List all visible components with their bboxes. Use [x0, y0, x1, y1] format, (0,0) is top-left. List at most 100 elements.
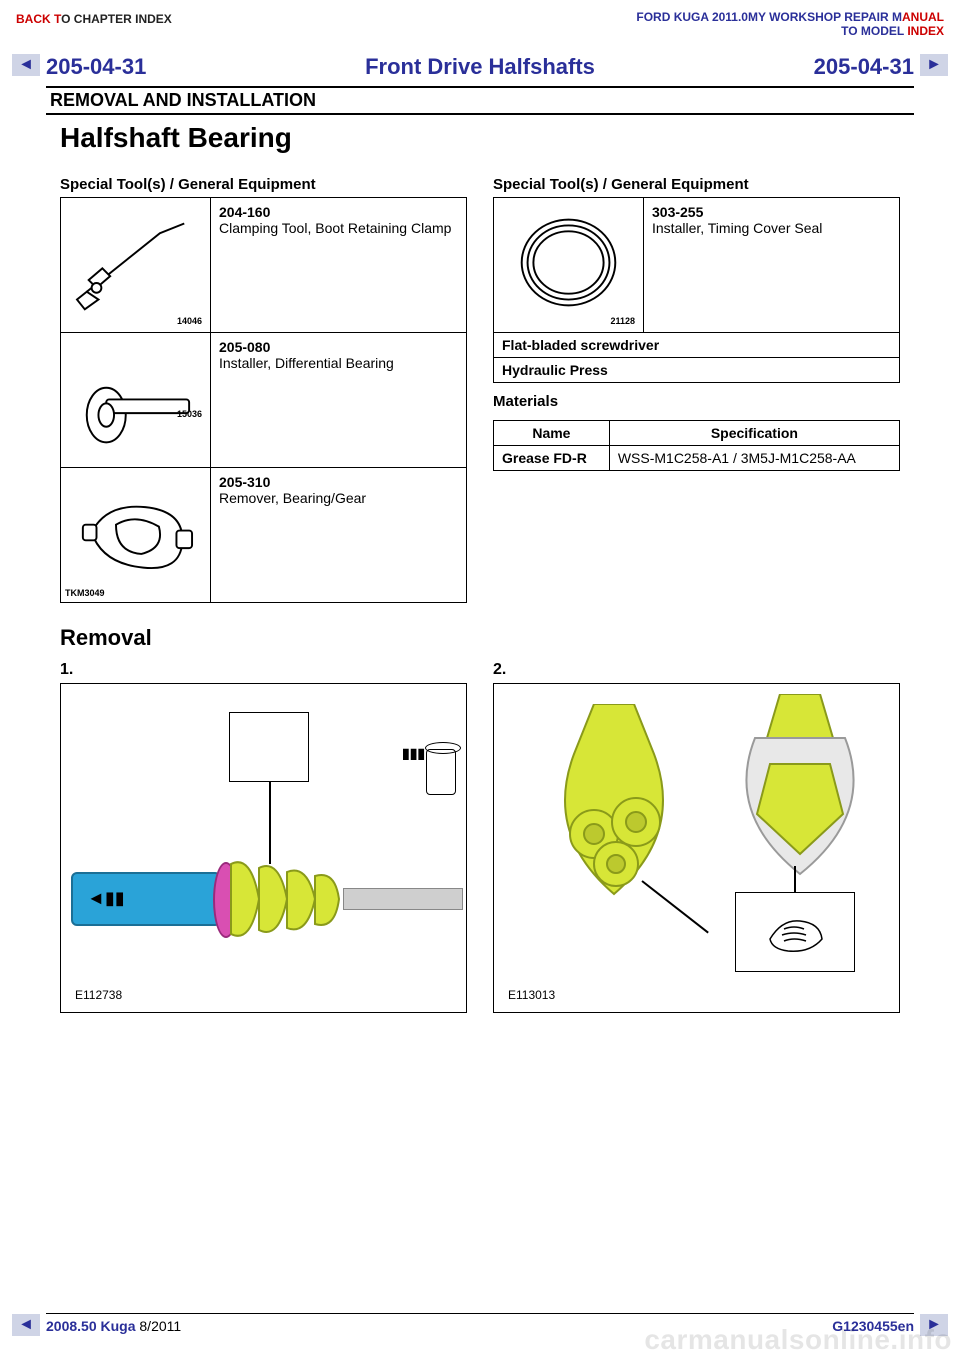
table-row: Hydraulic Press [494, 358, 900, 383]
tool-clamp-icon [67, 204, 204, 321]
table-row: Flat-bladed screwdriver [494, 333, 900, 358]
tool-remover-icon [67, 474, 204, 591]
figure-id: E112738 [75, 988, 122, 1002]
table-row: TKM3049 205-310 Remover, Bearing/Gear [61, 468, 467, 603]
figure-id: E113013 [508, 988, 555, 1002]
header-left-code: 205-04-31 [46, 54, 146, 80]
page-header: 205-04-31 Front Drive Halfshafts 205-04-… [46, 54, 914, 80]
manual-title-red: ANUAL [902, 10, 944, 24]
table-row: Name Specification [494, 421, 900, 446]
watermark: carmanualsonline.info [644, 1324, 952, 1356]
arrow-right-icon: ► [926, 56, 942, 74]
step-2-figure: E113013 [493, 683, 900, 1013]
tool-name: Remover, Bearing/Gear [219, 490, 458, 506]
model-index-red: INDEX [907, 24, 944, 38]
tool-caption: 15036 [177, 409, 202, 419]
tool-image-cell: 15036 [61, 333, 211, 468]
tool-code: 205-310 [219, 474, 458, 490]
materials-table: Name Specification Grease FD-R WSS-M1C25… [493, 420, 900, 471]
materials-head: Materials [493, 393, 900, 410]
tool-text-cell: 205-310 Remover, Bearing/Gear [211, 468, 467, 603]
arrow-left-icon: ◄ [18, 1316, 34, 1334]
right-tools-subhead: Special Tool(s) / General Equipment [493, 176, 900, 193]
materials-col-name: Name [494, 421, 610, 446]
left-column: Special Tool(s) / General Equipment 1 [60, 172, 467, 603]
header-left-prefix: 205-04- [46, 54, 122, 79]
table-row: 15036 205-080 Installer, Differential Be… [61, 333, 467, 468]
top-links: BACK TO CHAPTER INDEX FORD KUGA 2011.0MY… [16, 10, 944, 28]
equipment-item: Flat-bladed screwdriver [494, 333, 900, 358]
tool-text-cell: 205-080 Installer, Differential Bearing [211, 333, 467, 468]
step-1-figure: ▮▮▮ E112738 [60, 683, 467, 1013]
material-name: Grease FD-R [494, 446, 610, 471]
discard-callout-box: ▮▮▮ [229, 712, 309, 782]
header-right-num: 31 [890, 54, 914, 79]
tool-name: Clamping Tool, Boot Retaining Clamp [219, 220, 458, 236]
left-tools-subhead: Special Tool(s) / General Equipment [60, 176, 467, 193]
back-chapter-prefix: BACK T [16, 12, 61, 26]
step-number: 1. [60, 661, 467, 679]
tool-code: 303-255 [652, 204, 891, 220]
tool-caption: TKM3049 [65, 588, 105, 598]
tool-seal-installer-icon [500, 204, 637, 321]
tool-image-cell: 21128 [494, 198, 644, 333]
material-name-text: Grease FD-R [502, 450, 587, 466]
trash-can-icon [426, 749, 456, 795]
arrow-left-icon: ◄ [18, 56, 34, 74]
footer-left: 2008.50 Kuga 8/2011 [46, 1318, 181, 1334]
tool-name: Installer, Differential Bearing [219, 355, 458, 371]
tool-text-cell: 303-255 Installer, Timing Cover Seal [644, 198, 900, 333]
wipe-cloth-icon [760, 905, 830, 959]
tool-text-cell: 204-160 Clamping Tool, Boot Retaining Cl… [211, 198, 467, 333]
header-right-code: 205-04-31 [814, 54, 914, 80]
top-right-links: FORD KUGA 2011.0MY WORKSHOP REPAIR MANUA… [636, 10, 944, 38]
equipment-item: Hydraulic Press [494, 358, 900, 383]
tool-code: 205-080 [219, 339, 458, 355]
outer-joint-icon [725, 694, 875, 894]
header-left-num: 31 [122, 54, 146, 79]
right-column: Special Tool(s) / General Equipment 2112… [493, 172, 900, 603]
header-right-prefix: 205-04- [814, 54, 890, 79]
page-title: Halfshaft Bearing [60, 122, 900, 154]
table-row: 14046 204-160 Clamping Tool, Boot Retain… [61, 198, 467, 333]
model-index-link[interactable]: TO MODEL INDEX [841, 24, 944, 38]
back-chapter-rest: O CHAPTER INDEX [61, 12, 172, 26]
step-number: 2. [493, 661, 900, 679]
material-spec: WSS-M1C258-A1 / 3M5J-M1C258-AA [609, 446, 899, 471]
back-chapter-link[interactable]: BACK TO CHAPTER INDEX [16, 12, 172, 26]
section-bar: REMOVAL AND INSTALLATION [46, 86, 914, 115]
tripod-joint-icon [524, 704, 704, 924]
step-2: 2. [493, 661, 900, 1013]
clean-callout-box [735, 892, 855, 972]
cv-boot-icon [221, 844, 341, 954]
manual-title-blue: FORD KUGA 2011.0MY WORKSHOP REPAIR M [636, 10, 902, 24]
tool-name: Installer, Timing Cover Seal [652, 220, 891, 236]
tool-code: 204-160 [219, 204, 458, 220]
discard-stripes-icon: ▮▮▮ [402, 745, 425, 762]
halfshaft-shaft [71, 872, 221, 926]
removal-heading: Removal [60, 625, 900, 651]
step-1: 1. ▮▮▮ E112738 [60, 661, 467, 1013]
table-row: Grease FD-R WSS-M1C258-A1 / 3M5J-M1C258-… [494, 446, 900, 471]
footer-left-bold: 2008.50 Kuga [46, 1318, 136, 1334]
model-index-blue: TO MODEL [841, 24, 907, 38]
header-title: Front Drive Halfshafts [365, 54, 595, 80]
inner-shaft [343, 888, 463, 910]
right-tools-table: 21128 303-255 Installer, Timing Cover Se… [493, 197, 900, 383]
nav-prev-top[interactable]: ◄ [12, 54, 40, 76]
left-tools-table: 14046 204-160 Clamping Tool, Boot Retain… [60, 197, 467, 603]
table-row: 21128 303-255 Installer, Timing Cover Se… [494, 198, 900, 333]
tool-caption: 21128 [610, 316, 635, 326]
nav-next-top[interactable]: ► [920, 54, 948, 76]
materials-col-spec: Specification [609, 421, 899, 446]
tool-image-cell: 14046 [61, 198, 211, 333]
tool-installer-icon [67, 339, 204, 456]
footer-left-rest: 8/2011 [136, 1318, 182, 1334]
tool-image-cell: TKM3049 [61, 468, 211, 603]
tool-caption: 14046 [177, 316, 202, 326]
manual-title[interactable]: FORD KUGA 2011.0MY WORKSHOP REPAIR MANUA… [636, 10, 944, 24]
steps: 1. ▮▮▮ E112738 [60, 661, 900, 1013]
nav-prev-bot[interactable]: ◄ [12, 1314, 40, 1336]
main-content: Halfshaft Bearing Special Tool(s) / Gene… [60, 122, 900, 1288]
columns: Special Tool(s) / General Equipment 1 [60, 172, 900, 603]
